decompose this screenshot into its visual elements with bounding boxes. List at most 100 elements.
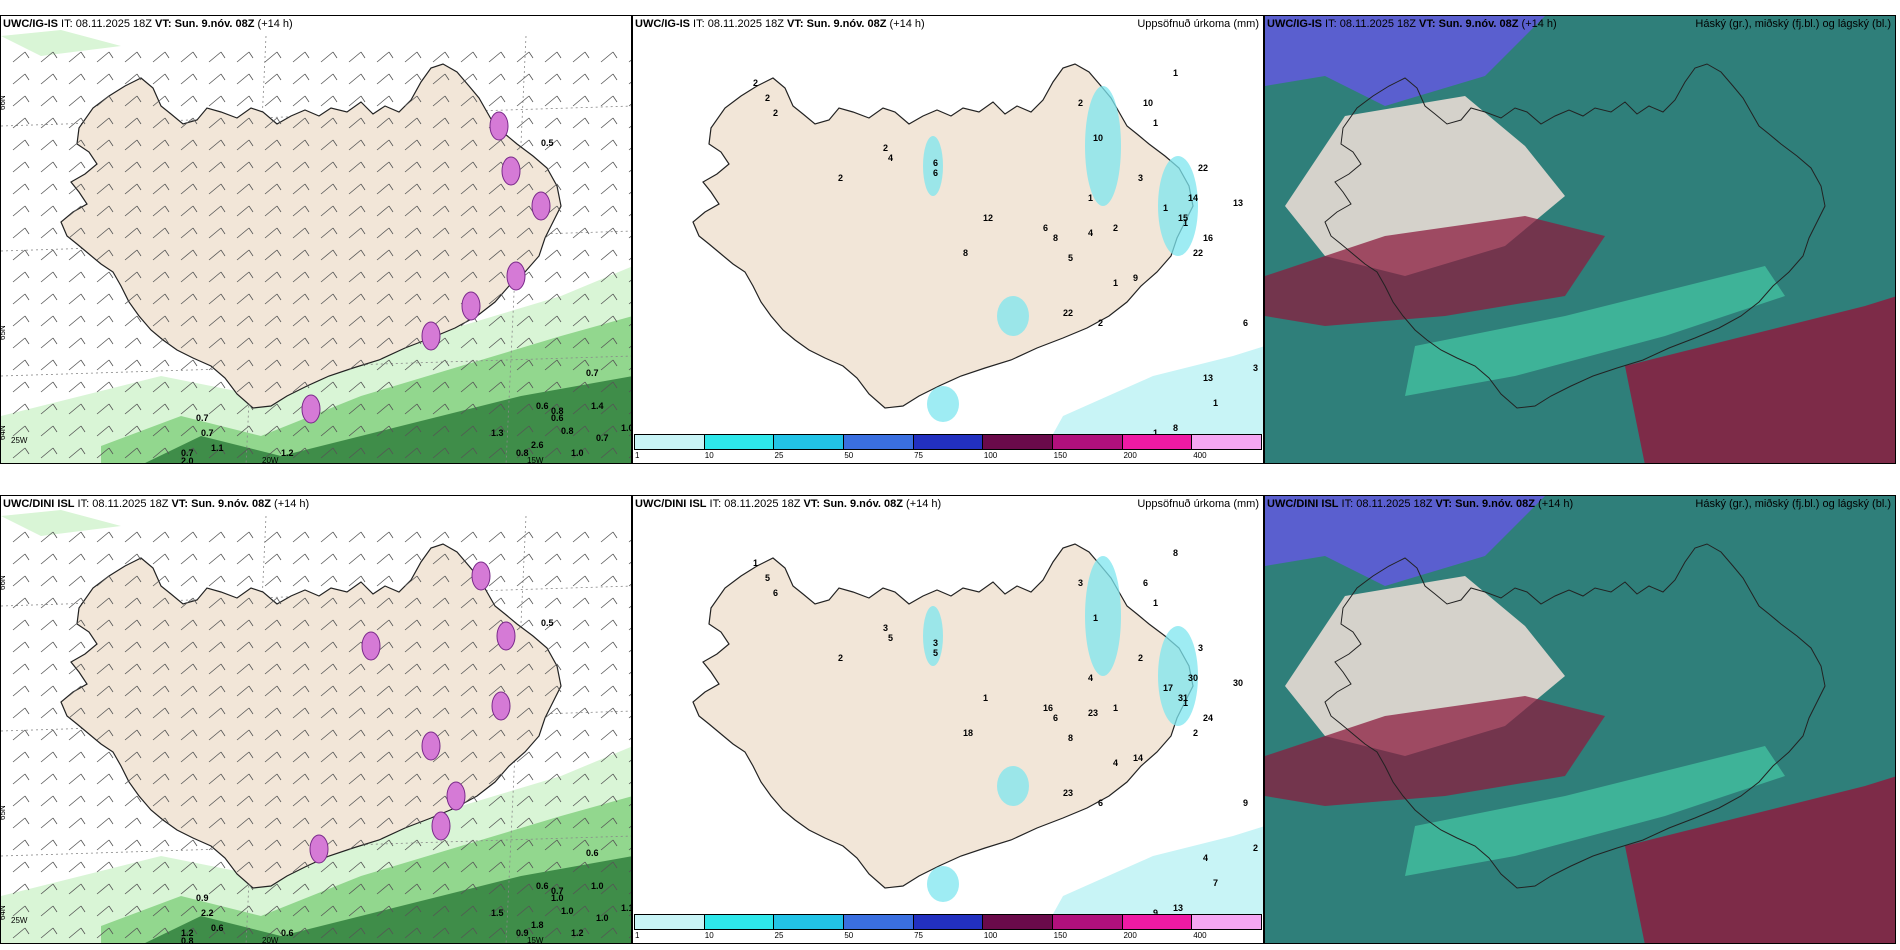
- wind-barb: [180, 575, 198, 587]
- wind-barb: [572, 249, 590, 261]
- wind-barb-shaft: [404, 139, 418, 151]
- wind-barb: [572, 707, 590, 719]
- wind-barb-flag: [528, 425, 534, 433]
- wind-barb-shaft: [572, 51, 586, 63]
- wind-barb: [124, 139, 142, 151]
- wind-barb-flag: [192, 707, 198, 715]
- wind-barb-shaft: [96, 271, 110, 283]
- wind-barb-shaft: [124, 117, 138, 129]
- wind-barb-flag: [332, 883, 338, 891]
- wind-barb-flag: [500, 817, 506, 825]
- wind-barb-flag: [136, 271, 142, 279]
- wind-barb-flag: [388, 641, 394, 649]
- precip-value: 4: [888, 153, 893, 163]
- wind-barb: [292, 293, 310, 305]
- wind-barb-shaft: [152, 597, 166, 609]
- wind-barb: [600, 447, 618, 459]
- wind-barb: [460, 817, 478, 829]
- wind-barb-flag: [528, 139, 534, 147]
- wind-barb-shaft: [544, 729, 558, 741]
- wind-barb-flag: [444, 293, 450, 301]
- wind-barb: [348, 227, 366, 239]
- wind-barb-flag: [248, 751, 254, 759]
- wind-barb-flag: [220, 883, 226, 891]
- wind-barb-shaft: [544, 795, 558, 807]
- wind-barb: [404, 597, 422, 609]
- wind-barb-shaft: [68, 337, 82, 349]
- wind-barb-flag: [52, 249, 58, 257]
- precip-value: 3: [1198, 643, 1203, 653]
- wind-barb: [12, 927, 30, 939]
- wind-barb-shaft: [432, 773, 446, 785]
- wind-barb: [600, 597, 618, 609]
- wind-barb: [264, 839, 282, 851]
- wind-barb-shaft: [404, 927, 418, 939]
- wind-barb-shaft: [572, 817, 586, 829]
- wind-barb-shaft: [460, 751, 474, 763]
- wind-barb-shaft: [348, 117, 362, 129]
- wind-barb-flag: [248, 905, 254, 913]
- wind-barb-flag: [444, 531, 450, 539]
- wind-barb-shaft: [544, 161, 558, 173]
- wind-barb: [348, 447, 366, 459]
- wind-barb-shaft: [348, 575, 362, 587]
- wind-barb: [180, 619, 198, 631]
- wind-barb-flag: [360, 795, 366, 803]
- wind-barb-flag: [80, 315, 86, 323]
- wind-barb: [488, 183, 506, 195]
- wind-barb-shaft: [180, 729, 194, 741]
- wind-barb: [544, 839, 562, 851]
- wind-barb: [488, 553, 506, 565]
- wind-barb-shaft: [376, 663, 390, 675]
- wind-barb: [208, 359, 226, 371]
- wind-barb: [544, 73, 562, 85]
- wind-barb: [432, 271, 450, 283]
- wind-barb: [264, 619, 282, 631]
- wind-barb: [264, 685, 282, 697]
- wind-barb-flag: [556, 95, 562, 103]
- wind-barb-shaft: [12, 205, 26, 217]
- wind-barb: [236, 927, 254, 939]
- wind-barb-shaft: [68, 927, 82, 939]
- wind-barb: [600, 95, 618, 107]
- wind-barb: [320, 139, 338, 151]
- wind-barb-shaft: [12, 817, 26, 829]
- wind-barb: [264, 381, 282, 393]
- wind-barb: [152, 597, 170, 609]
- wind-barb-flag: [24, 447, 30, 455]
- wind-barb-shaft: [208, 531, 222, 543]
- wind-barb-flag: [136, 425, 142, 433]
- wind-barb-flag: [164, 839, 170, 847]
- wind-barb: [404, 817, 422, 829]
- wind-barb: [68, 641, 86, 653]
- wind-barb: [40, 293, 58, 305]
- wind-barb-shaft: [600, 597, 614, 609]
- colorbar-label: 100: [983, 931, 998, 940]
- wind-barb-shaft: [488, 249, 502, 261]
- wind-barb: [348, 773, 366, 785]
- wind-barb: [432, 205, 450, 217]
- precip-value: 9: [1243, 798, 1248, 808]
- wind-barb-flag: [164, 861, 170, 869]
- wind-barb-flag: [388, 425, 394, 433]
- wind-barb-shaft: [404, 685, 418, 697]
- wind-barb-flag: [220, 751, 226, 759]
- wind-barb: [432, 839, 450, 851]
- wind-barb-shaft: [544, 751, 558, 763]
- wind-barb-flag: [612, 553, 618, 561]
- colorbar-swatch: [1122, 435, 1193, 449]
- wind-barb-flag: [612, 73, 618, 81]
- wind-barb: [600, 905, 618, 917]
- wind-barb: [348, 839, 366, 851]
- wind-barb: [208, 161, 226, 173]
- wind-barb-shaft: [460, 139, 474, 151]
- snow-cell: [506, 261, 526, 291]
- wind-barb-flag: [584, 249, 590, 257]
- wind-barb: [348, 619, 366, 631]
- wind-barb: [208, 51, 226, 63]
- wind-barb-flag: [276, 531, 282, 539]
- wind-barb-flag: [108, 729, 114, 737]
- wind-barb-flag: [444, 685, 450, 693]
- wind-barb-flag: [164, 597, 170, 605]
- wind-barb: [348, 73, 366, 85]
